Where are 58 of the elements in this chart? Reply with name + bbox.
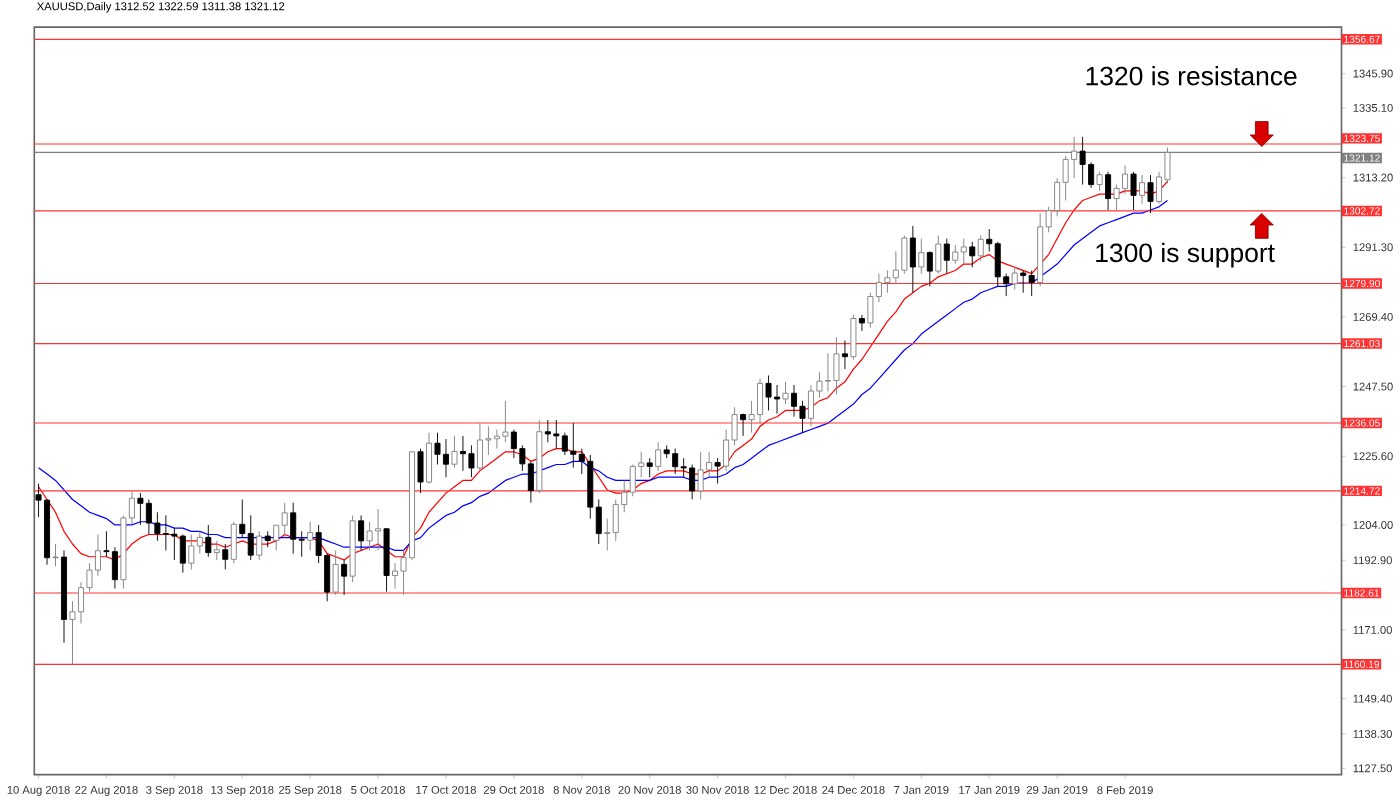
candlestick <box>264 530 271 548</box>
candlestick <box>850 314 857 360</box>
candlestick <box>468 444 475 478</box>
candlestick <box>442 438 449 478</box>
candlestick <box>833 336 840 395</box>
candlestick <box>646 457 653 478</box>
candlestick <box>426 431 433 484</box>
candlestick <box>307 520 314 551</box>
candlestick <box>663 444 670 459</box>
candlestick <box>952 244 959 265</box>
annotation: 1320 is resistance <box>1086 65 1297 85</box>
candlestick <box>765 374 772 411</box>
candlestick <box>230 520 237 564</box>
annotation: 1300 is support <box>1096 242 1275 268</box>
candlestick <box>1020 269 1027 293</box>
candlestick <box>1011 266 1018 290</box>
candlestick <box>451 435 458 468</box>
candlestick <box>222 543 229 570</box>
candlestick <box>901 234 908 274</box>
candlestick <box>841 339 848 370</box>
candlestick <box>111 546 118 589</box>
candlestick <box>281 501 288 538</box>
candlestick <box>179 533 186 573</box>
candlestick <box>553 419 560 449</box>
candlestick <box>171 527 178 560</box>
candlestick <box>977 234 984 261</box>
candlestick <box>909 225 916 293</box>
candlestick <box>918 237 925 274</box>
candlestick <box>434 431 441 465</box>
candlestick <box>52 543 59 567</box>
candlestick <box>655 441 662 471</box>
candlestick <box>799 400 806 433</box>
candlestick <box>1139 174 1146 204</box>
candlestick <box>612 498 619 541</box>
candlestick <box>247 514 254 560</box>
candlestick <box>256 530 263 560</box>
candlestick <box>205 524 212 557</box>
candlestick <box>570 422 577 468</box>
candlestick <box>536 419 543 494</box>
candlestick <box>358 514 365 551</box>
candlestick <box>392 562 399 589</box>
candlestick <box>884 269 891 293</box>
candlestick <box>61 549 68 643</box>
candlestick <box>858 314 865 331</box>
candlestick <box>1028 269 1035 296</box>
candlestick <box>154 511 161 541</box>
candlestick <box>714 457 721 484</box>
candlestick <box>791 384 798 417</box>
candlestick <box>1079 135 1086 185</box>
candlestick <box>926 251 933 287</box>
candlestick <box>137 492 144 525</box>
candlestick <box>1037 212 1044 287</box>
candlestick <box>213 539 220 560</box>
candlestick <box>935 234 942 274</box>
candlestick <box>1147 174 1154 214</box>
candlestick <box>1105 170 1112 211</box>
candlestick <box>290 501 297 554</box>
candlestick <box>341 559 348 595</box>
